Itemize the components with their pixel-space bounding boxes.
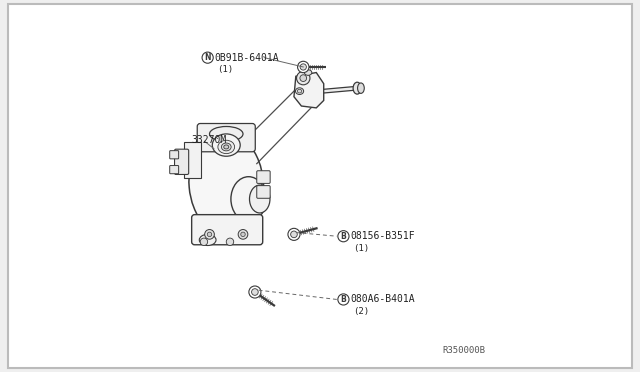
- Polygon shape: [324, 86, 357, 93]
- Text: 08156-B351F: 08156-B351F: [351, 231, 415, 241]
- Circle shape: [207, 232, 212, 237]
- Circle shape: [300, 64, 307, 70]
- Text: B: B: [340, 232, 346, 241]
- Circle shape: [298, 61, 309, 73]
- FancyBboxPatch shape: [257, 171, 270, 183]
- Text: (2): (2): [353, 307, 369, 316]
- Ellipse shape: [250, 185, 270, 213]
- Circle shape: [288, 228, 300, 240]
- Circle shape: [338, 294, 349, 305]
- FancyBboxPatch shape: [184, 142, 200, 178]
- Ellipse shape: [212, 134, 240, 156]
- Ellipse shape: [231, 177, 266, 221]
- Text: R350000B: R350000B: [442, 346, 486, 355]
- FancyBboxPatch shape: [170, 151, 179, 159]
- Ellipse shape: [353, 82, 362, 94]
- Ellipse shape: [296, 88, 303, 94]
- Text: N: N: [204, 53, 211, 62]
- Text: B: B: [340, 295, 346, 304]
- FancyBboxPatch shape: [175, 149, 189, 174]
- Circle shape: [291, 231, 297, 238]
- Ellipse shape: [199, 234, 216, 246]
- FancyBboxPatch shape: [257, 186, 270, 198]
- FancyBboxPatch shape: [197, 124, 255, 152]
- Circle shape: [241, 232, 245, 237]
- Circle shape: [252, 289, 258, 295]
- Ellipse shape: [189, 131, 264, 237]
- Circle shape: [249, 286, 261, 298]
- Text: (1): (1): [217, 65, 233, 74]
- Text: 0B91B-6401A: 0B91B-6401A: [215, 53, 279, 62]
- Circle shape: [205, 230, 214, 239]
- Circle shape: [338, 231, 349, 242]
- Ellipse shape: [224, 145, 228, 149]
- Ellipse shape: [209, 126, 243, 141]
- Text: (1): (1): [353, 244, 369, 253]
- Text: 33270M: 33270M: [191, 135, 227, 144]
- Circle shape: [202, 52, 213, 63]
- Ellipse shape: [358, 83, 364, 93]
- FancyBboxPatch shape: [191, 215, 262, 245]
- Ellipse shape: [218, 140, 235, 154]
- Text: 080A6-B401A: 080A6-B401A: [351, 295, 415, 304]
- Ellipse shape: [221, 143, 231, 151]
- Circle shape: [300, 75, 307, 81]
- Circle shape: [238, 230, 248, 239]
- Ellipse shape: [305, 70, 312, 75]
- Polygon shape: [294, 73, 324, 108]
- Circle shape: [200, 238, 207, 246]
- FancyBboxPatch shape: [170, 166, 179, 174]
- Ellipse shape: [298, 89, 302, 93]
- Circle shape: [296, 71, 310, 85]
- Circle shape: [227, 238, 234, 246]
